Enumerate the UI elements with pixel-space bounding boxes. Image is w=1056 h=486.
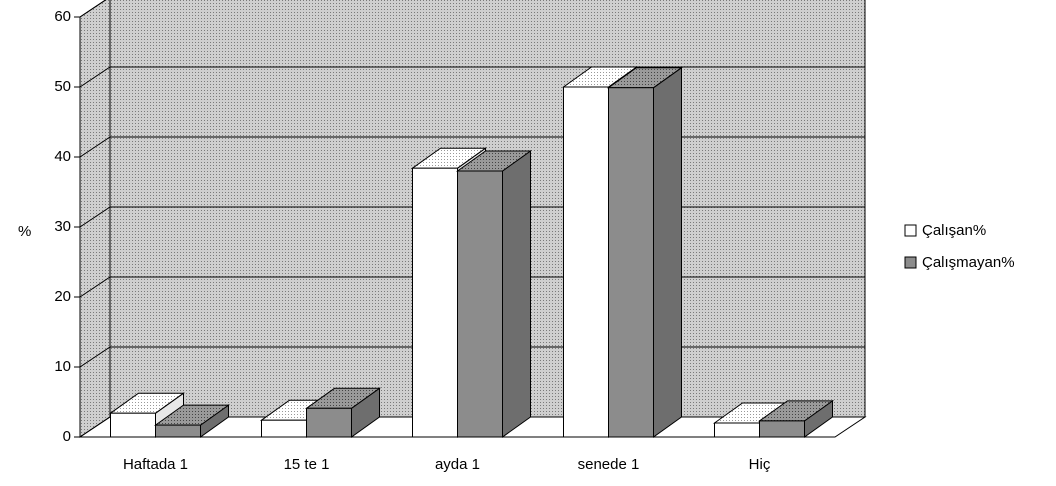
y-tick-label: 10: [54, 358, 71, 375]
legend-label: Çalışan%: [922, 222, 986, 239]
grid-line: [79, 0, 107, 18]
x-tick-label: Hiç: [749, 456, 771, 473]
bar: [714, 422, 760, 438]
bar: [306, 407, 352, 438]
legend-swatch: [904, 256, 917, 269]
y-axis-label: %: [18, 223, 31, 240]
x-tick-label: ayda 1: [435, 456, 480, 473]
y-tick-label: 40: [54, 148, 71, 165]
bar: [563, 86, 609, 438]
side-wall: [79, 0, 111, 438]
bar-side: [653, 66, 682, 438]
y-tick-label: 60: [54, 8, 71, 25]
bar: [155, 424, 201, 438]
bar-side: [502, 150, 531, 438]
y-tick-label: 0: [63, 428, 71, 445]
legend-label: Çalışmayan%: [922, 254, 1015, 271]
y-tick-label: 20: [54, 288, 71, 305]
bar: [457, 170, 503, 438]
x-tick-label: senede 1: [578, 456, 640, 473]
bar: [261, 419, 307, 438]
bar: [608, 87, 654, 438]
bar: [759, 420, 805, 438]
bar: [412, 167, 458, 438]
bar: [110, 412, 156, 438]
x-tick-label: 15 te 1: [284, 456, 330, 473]
legend-swatch: [904, 224, 917, 237]
y-tick-label: 50: [54, 78, 71, 95]
x-tick-label: Haftada 1: [123, 456, 188, 473]
y-tick-label: 30: [54, 218, 71, 235]
